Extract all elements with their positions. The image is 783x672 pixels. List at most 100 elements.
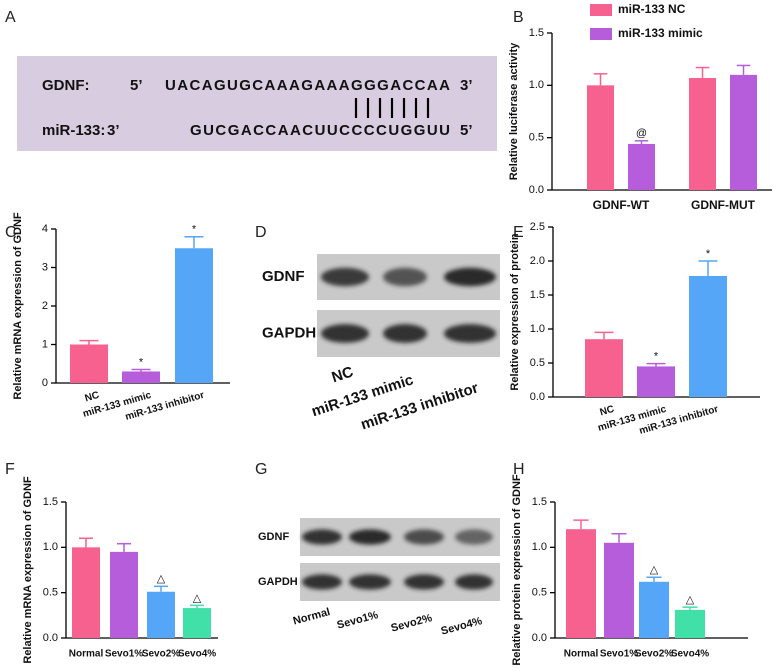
bar [566, 529, 596, 638]
significance-mark: @ [636, 128, 647, 140]
y-tick-label: 0.5 [530, 357, 545, 369]
y-tick-label: 1.5 [530, 289, 545, 301]
significance-mark: △ [650, 564, 659, 576]
y-tick-label: 1.0 [43, 541, 58, 553]
significance-mark: △ [686, 594, 695, 606]
y-tick-label: 1.0 [529, 79, 544, 91]
y-tick-label: 2.0 [530, 255, 545, 267]
panel-label: H [513, 461, 525, 478]
y-tick-label: 1 [42, 338, 48, 350]
significance-mark: * [139, 356, 144, 368]
y-tick-label: 0 [42, 377, 48, 389]
y-tick-label: 3 [42, 261, 48, 273]
blot-band [444, 267, 496, 287]
bar [110, 551, 138, 638]
panel-label: C [5, 224, 17, 241]
panel-label: A [5, 9, 16, 26]
blot-band [383, 324, 427, 343]
y-tick-label: 1.5 [529, 27, 544, 39]
significance-mark: * [654, 351, 659, 363]
x-tick-label: Sevo2% [635, 649, 673, 660]
sequence-end: 3’ [107, 122, 120, 139]
blot-row-label: GAPDH [258, 576, 298, 588]
significance-mark: △ [157, 573, 166, 585]
y-tick-label: 0.0 [530, 391, 545, 403]
y-tick-label: 0.0 [529, 184, 544, 196]
x-tick-label: Sevo1% [600, 649, 638, 660]
y-axis-title: Relative mRNA expression of GDNF [22, 476, 34, 664]
blot-lane-label: Sevo2% [390, 612, 434, 635]
legend-label: miR-133 mimic [618, 26, 703, 40]
blot-band [302, 529, 342, 545]
bar [639, 581, 669, 638]
sequence-end: 5’ [460, 122, 473, 139]
x-tick-label: Sevo1% [105, 649, 143, 660]
blot-band [349, 574, 391, 590]
x-tick-label: Sevo2% [142, 649, 180, 660]
bar [175, 248, 213, 383]
blot-band [404, 574, 444, 590]
y-tick-label: 1.5 [43, 496, 58, 508]
x-tick-label: Normal [564, 649, 599, 660]
legend-swatch [590, 28, 612, 40]
blot-lane-label: Sevo1% [336, 609, 380, 632]
sequence-end: 3’ [460, 77, 473, 94]
blot-lane-label: NC [330, 363, 356, 386]
significance-mark: △ [193, 592, 202, 604]
bar [628, 143, 655, 190]
sequence-end: 5’ [130, 77, 143, 94]
bar [70, 344, 108, 383]
bar [730, 74, 757, 190]
legend-label: miR-133 NC [618, 2, 686, 16]
blot-band [321, 324, 369, 343]
y-tick-label: 0.5 [43, 587, 58, 599]
y-tick-label: 0.0 [43, 632, 58, 644]
bar [689, 275, 727, 397]
blot-band [302, 574, 342, 590]
blot-lane-label: Sevo4% [440, 615, 484, 638]
y-axis-title: Relative mRNA expression of GDNF [12, 212, 24, 400]
x-tick-label: NC [599, 404, 616, 419]
significance-mark: * [192, 224, 197, 236]
x-tick-label: Sevo4% [671, 649, 709, 660]
sequence: GUCGACCAACUUCCCCUGGUU [190, 122, 450, 139]
blot-row-label: GDNF [258, 531, 289, 543]
bar [122, 371, 160, 383]
sequence-name: GDNF: [42, 77, 90, 94]
y-tick-label: 4 [42, 223, 48, 235]
panel-label: B [513, 9, 524, 26]
bar [587, 85, 614, 190]
panel-label: E [513, 224, 524, 241]
blot-band [349, 529, 391, 545]
y-tick-label: 2 [42, 300, 48, 312]
bar [675, 609, 705, 638]
blot-band [444, 324, 496, 343]
y-tick-label: 1.0 [530, 323, 545, 335]
panel-label: G [255, 461, 267, 478]
blot-band [455, 529, 493, 545]
y-tick-label: 0.0 [532, 632, 547, 644]
blot-band [321, 267, 369, 287]
blot-row-label: GDNF [262, 268, 305, 285]
x-tick-label: Normal [69, 649, 104, 660]
blot-lane-label: Normal [292, 606, 332, 627]
y-tick-label: 0.5 [529, 132, 544, 144]
bar [637, 366, 675, 397]
panel-label: F [5, 461, 15, 478]
x-tick-label: GDNF-MUT [691, 198, 756, 212]
y-tick-label: 0.5 [532, 587, 547, 599]
bar [585, 339, 623, 397]
bar [147, 591, 175, 638]
x-tick-label: Sevo4% [178, 649, 216, 660]
significance-mark: * [706, 248, 711, 260]
x-tick-label: GDNF-WT [593, 198, 650, 212]
sequence-name: miR-133: [42, 122, 105, 139]
sequence: UACAGUGCAAAGAAAGGGACCAA [165, 77, 450, 94]
panel-label: D [255, 224, 267, 241]
y-axis-title: Relative luciferase activity [508, 42, 520, 180]
y-tick-label: 1.0 [532, 541, 547, 553]
x-tick-label: NC [84, 390, 101, 405]
y-tick-label: 2.5 [530, 221, 545, 233]
blot-row-label: GAPDH [262, 324, 316, 341]
